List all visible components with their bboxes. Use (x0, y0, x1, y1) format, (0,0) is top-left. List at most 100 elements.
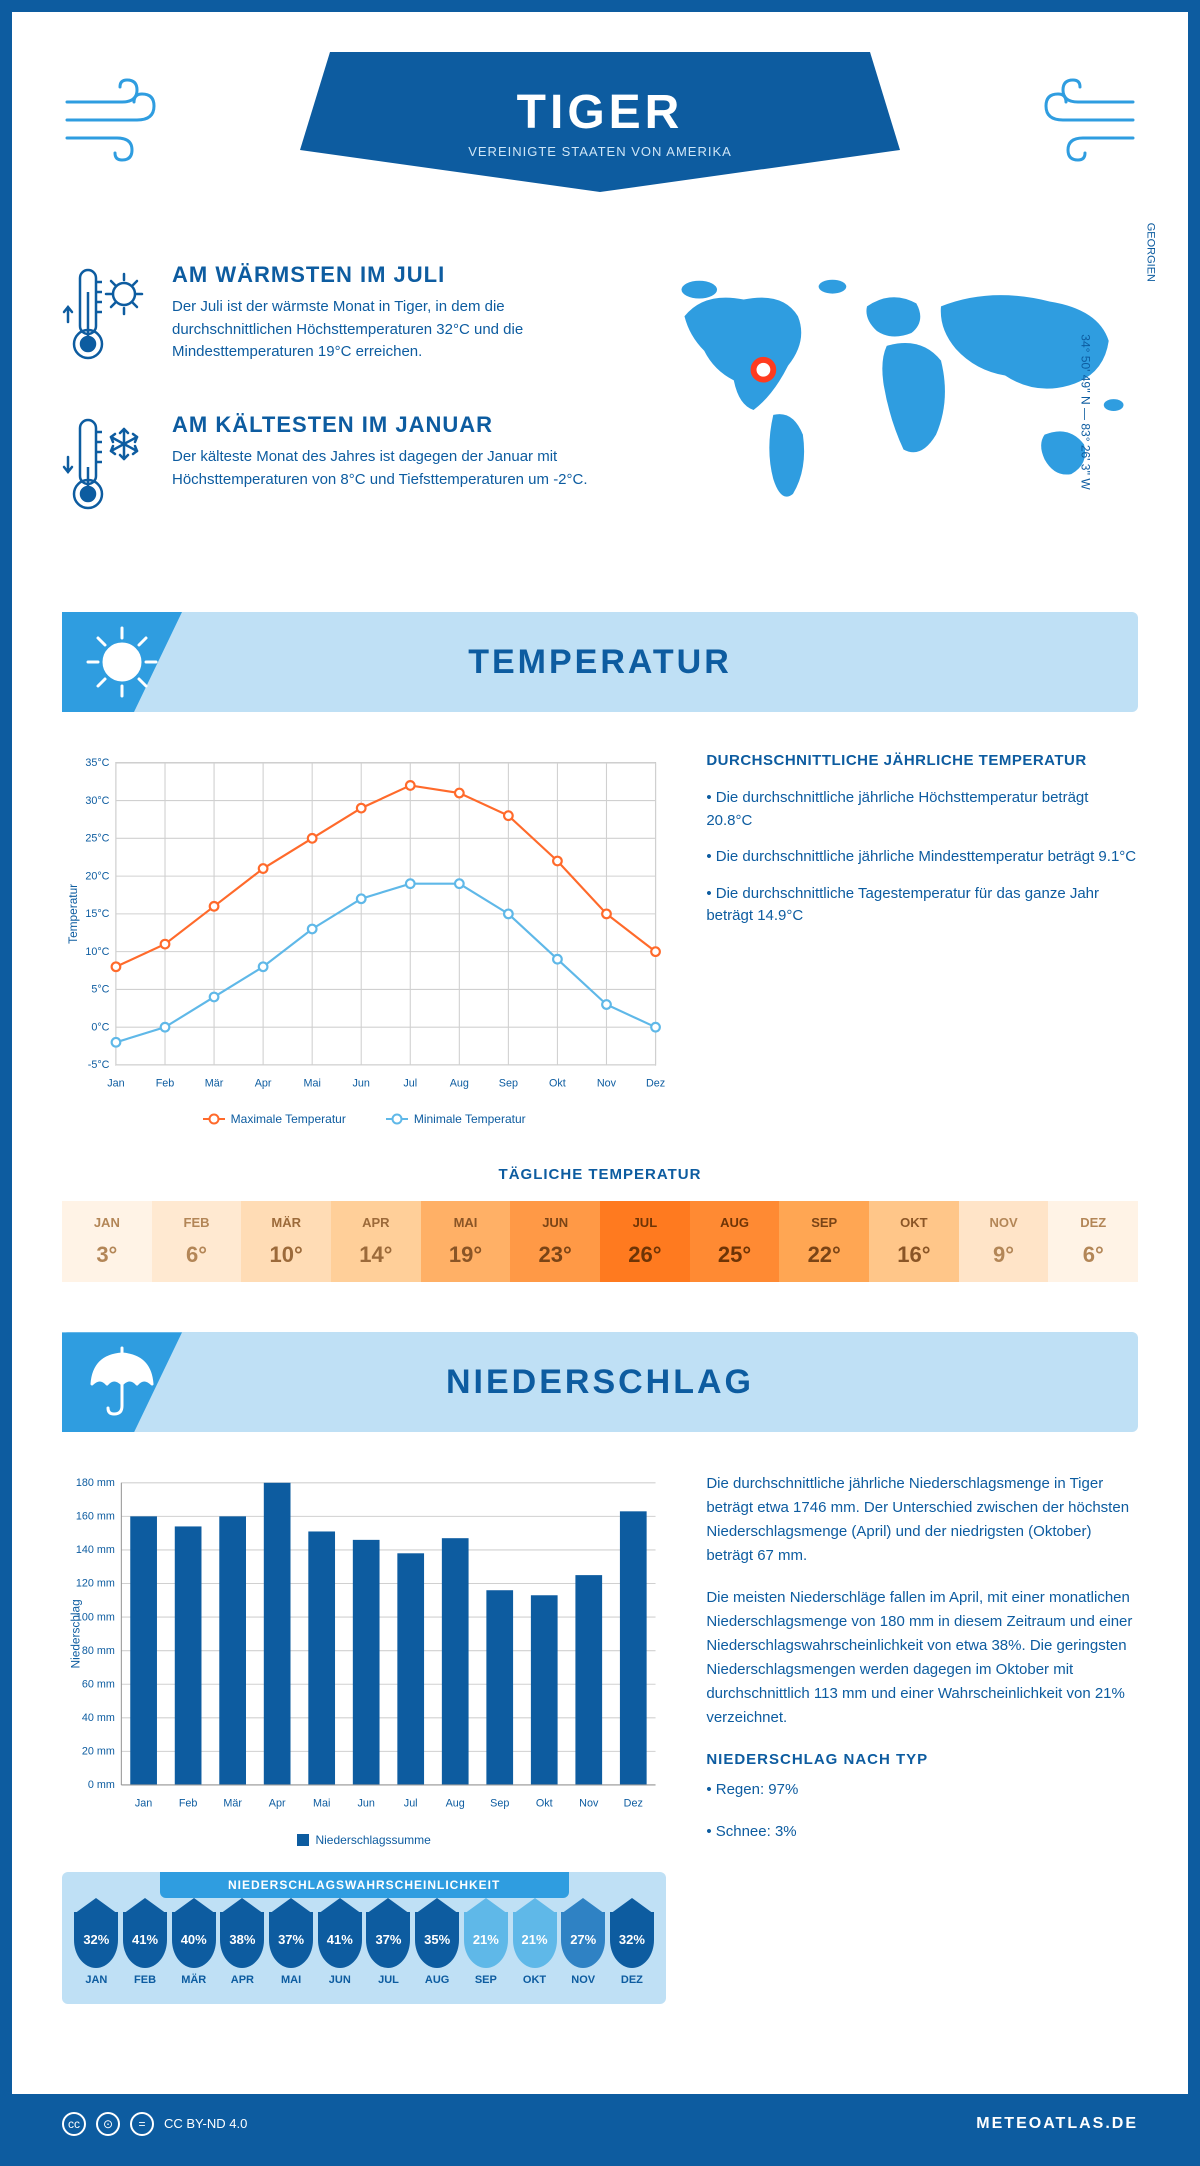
prob-drop: 41%FEB (123, 1912, 167, 1986)
prob-drop: 35%AUG (415, 1912, 459, 1986)
svg-text:120 mm: 120 mm (76, 1578, 115, 1590)
prob-drop: 32%JAN (74, 1912, 118, 1986)
daily-month: OKT (869, 1215, 959, 1230)
svg-text:25°C: 25°C (85, 833, 109, 845)
svg-text:Sep: Sep (499, 1078, 518, 1090)
prob-drop: 40%MÄR (172, 1912, 216, 1986)
svg-text:Okt: Okt (549, 1078, 566, 1090)
precip-bar-chart: 0 mm20 mm40 mm60 mm80 mm100 mm120 mm140 … (62, 1472, 666, 1817)
svg-text:Sep: Sep (490, 1798, 509, 1810)
prob-drop: 37%JUL (366, 1912, 410, 1986)
precip-type-bullet: • Regen: 97% (706, 1778, 1138, 1802)
daily-value: 16° (869, 1242, 959, 1268)
daily-cell: NOV 9° (959, 1201, 1049, 1282)
prob-month: JUN (318, 1974, 362, 1986)
daily-month: AUG (690, 1215, 780, 1230)
daily-value: 14° (331, 1242, 421, 1268)
prob-title: NIEDERSCHLAGSWAHRSCHEINLICHKEIT (160, 1872, 569, 1898)
page-subtitle: VEREINIGTE STAATEN VON AMERIKA (468, 144, 732, 159)
svg-text:15°C: 15°C (85, 908, 109, 920)
prob-month: MAI (269, 1974, 313, 1986)
umbrella-icon (82, 1342, 162, 1427)
precip-section-banner: NIEDERSCHLAG (62, 1332, 1138, 1432)
svg-text:Aug: Aug (446, 1798, 465, 1810)
thermometer-snow-icon (62, 412, 152, 527)
by-icon: ⊙ (96, 2112, 120, 2136)
prob-panel: NIEDERSCHLAGSWAHRSCHEINLICHKEIT 32%JAN41… (62, 1872, 666, 2004)
prob-month: OKT (513, 1974, 557, 1986)
daily-cell: JAN3° (62, 1201, 152, 1282)
svg-text:Mär: Mär (223, 1798, 242, 1810)
svg-text:20°C: 20°C (85, 870, 109, 882)
precip-p1: Die durchschnittliche jährliche Niedersc… (706, 1472, 1138, 1568)
daily-value: 22° (779, 1242, 869, 1268)
temp-info-title: DURCHSCHNITTLICHE JÄHRLICHE TEMPERATUR (706, 752, 1138, 769)
precip-left: 0 mm20 mm40 mm60 mm80 mm100 mm120 mm140 … (62, 1472, 666, 2003)
svg-text:Dez: Dez (646, 1078, 665, 1090)
prob-value: 32% (619, 1932, 645, 1947)
daily-value: 9° (959, 1242, 1049, 1268)
daily-cell: SEP22° (779, 1201, 869, 1282)
svg-text:Nov: Nov (597, 1078, 617, 1090)
page-frame: TIGER VEREINIGTE STAATEN VON AMERIKA AM … (0, 0, 1200, 2166)
svg-text:Jan: Jan (135, 1798, 152, 1810)
svg-text:Mär: Mär (205, 1078, 224, 1090)
svg-text:40 mm: 40 mm (82, 1712, 115, 1724)
daily-value: 25° (690, 1242, 780, 1268)
region-label: GEORGIEN (1144, 223, 1156, 282)
svg-text:Mai: Mai (313, 1798, 330, 1810)
cold-text: AM KÄLTESTEN IM JANUAR Der kälteste Mona… (172, 412, 605, 527)
facts-column: AM WÄRMSTEN IM JULI Der Juli ist der wär… (62, 262, 605, 562)
daily-cell: MÄR10° (241, 1201, 331, 1282)
title-banner: TIGER VEREINIGTE STAATEN VON AMERIKA (300, 52, 900, 192)
prob-value: 21% (522, 1932, 548, 1947)
page-title: TIGER (517, 85, 684, 140)
prob-month: JUL (366, 1974, 410, 1986)
daily-month: APR (331, 1215, 421, 1230)
temp-chart: -5°C0°C5°C10°C15°C20°C25°C30°C35°CJanFeb… (62, 752, 666, 1126)
map-column: GEORGIEN 34° 50' 49'' N — 83° 26' 3'' W (645, 262, 1138, 562)
license-text: CC BY-ND 4.0 (164, 2116, 247, 2131)
warm-desc: Der Juli ist der wärmste Monat in Tiger,… (172, 296, 605, 364)
daily-month: FEB (152, 1215, 242, 1230)
daily-month: JUL (600, 1215, 690, 1230)
precip-legend: Niederschlagssumme (62, 1833, 666, 1847)
svg-text:80 mm: 80 mm (82, 1645, 115, 1657)
svg-text:-5°C: -5°C (88, 1059, 110, 1071)
prob-month: MÄR (172, 1974, 216, 1986)
daily-month: MAI (421, 1215, 511, 1230)
svg-text:Niederschlag: Niederschlag (68, 1600, 82, 1669)
prob-month: FEB (123, 1974, 167, 1986)
thermometer-sun-icon (62, 262, 152, 377)
daily-cell: AUG 25° (690, 1201, 780, 1282)
prob-month: SEP (464, 1974, 508, 1986)
svg-text:0°C: 0°C (91, 1021, 109, 1033)
daily-value: 10° (241, 1242, 331, 1268)
prob-month: AUG (415, 1974, 459, 1986)
warm-title: AM WÄRMSTEN IM JULI (172, 262, 605, 288)
svg-text:Jan: Jan (107, 1078, 124, 1090)
wind-icon (1028, 72, 1138, 167)
svg-text:Apr: Apr (269, 1798, 286, 1810)
precip-p2: Die meisten Niederschläge fallen im Apri… (706, 1586, 1138, 1730)
intro-section: AM WÄRMSTEN IM JULI Der Juli ist der wär… (62, 262, 1138, 562)
daily-month: JAN (62, 1215, 152, 1230)
legend-max: Maximale Temperatur (203, 1112, 346, 1126)
temp-info: DURCHSCHNITTLICHE JÄHRLICHE TEMPERATUR •… (706, 752, 1138, 1126)
daily-cell: APR 14° (331, 1201, 421, 1282)
precip-title: NIEDERSCHLAG (446, 1363, 754, 1402)
daily-temp-strip: JAN3°FEB6°MÄR10°APR14°MAI19°JUN23°JUL26°… (62, 1201, 1138, 1282)
svg-text:Jun: Jun (353, 1078, 370, 1090)
svg-text:160 mm: 160 mm (76, 1511, 115, 1523)
svg-text:Okt: Okt (536, 1798, 553, 1810)
daily-month: DEZ (1048, 1215, 1138, 1230)
daily-cell: JUN23° (510, 1201, 600, 1282)
prob-value: 21% (473, 1932, 499, 1947)
daily-month: NOV (959, 1215, 1049, 1230)
prob-month: NOV (561, 1974, 605, 1986)
legend-precip: Niederschlagssumme (297, 1833, 430, 1847)
svg-text:0 mm: 0 mm (88, 1780, 115, 1792)
prob-month: APR (220, 1974, 264, 1986)
cc-icon: cc (62, 2112, 86, 2136)
daily-cell: JUL26° (600, 1201, 690, 1282)
